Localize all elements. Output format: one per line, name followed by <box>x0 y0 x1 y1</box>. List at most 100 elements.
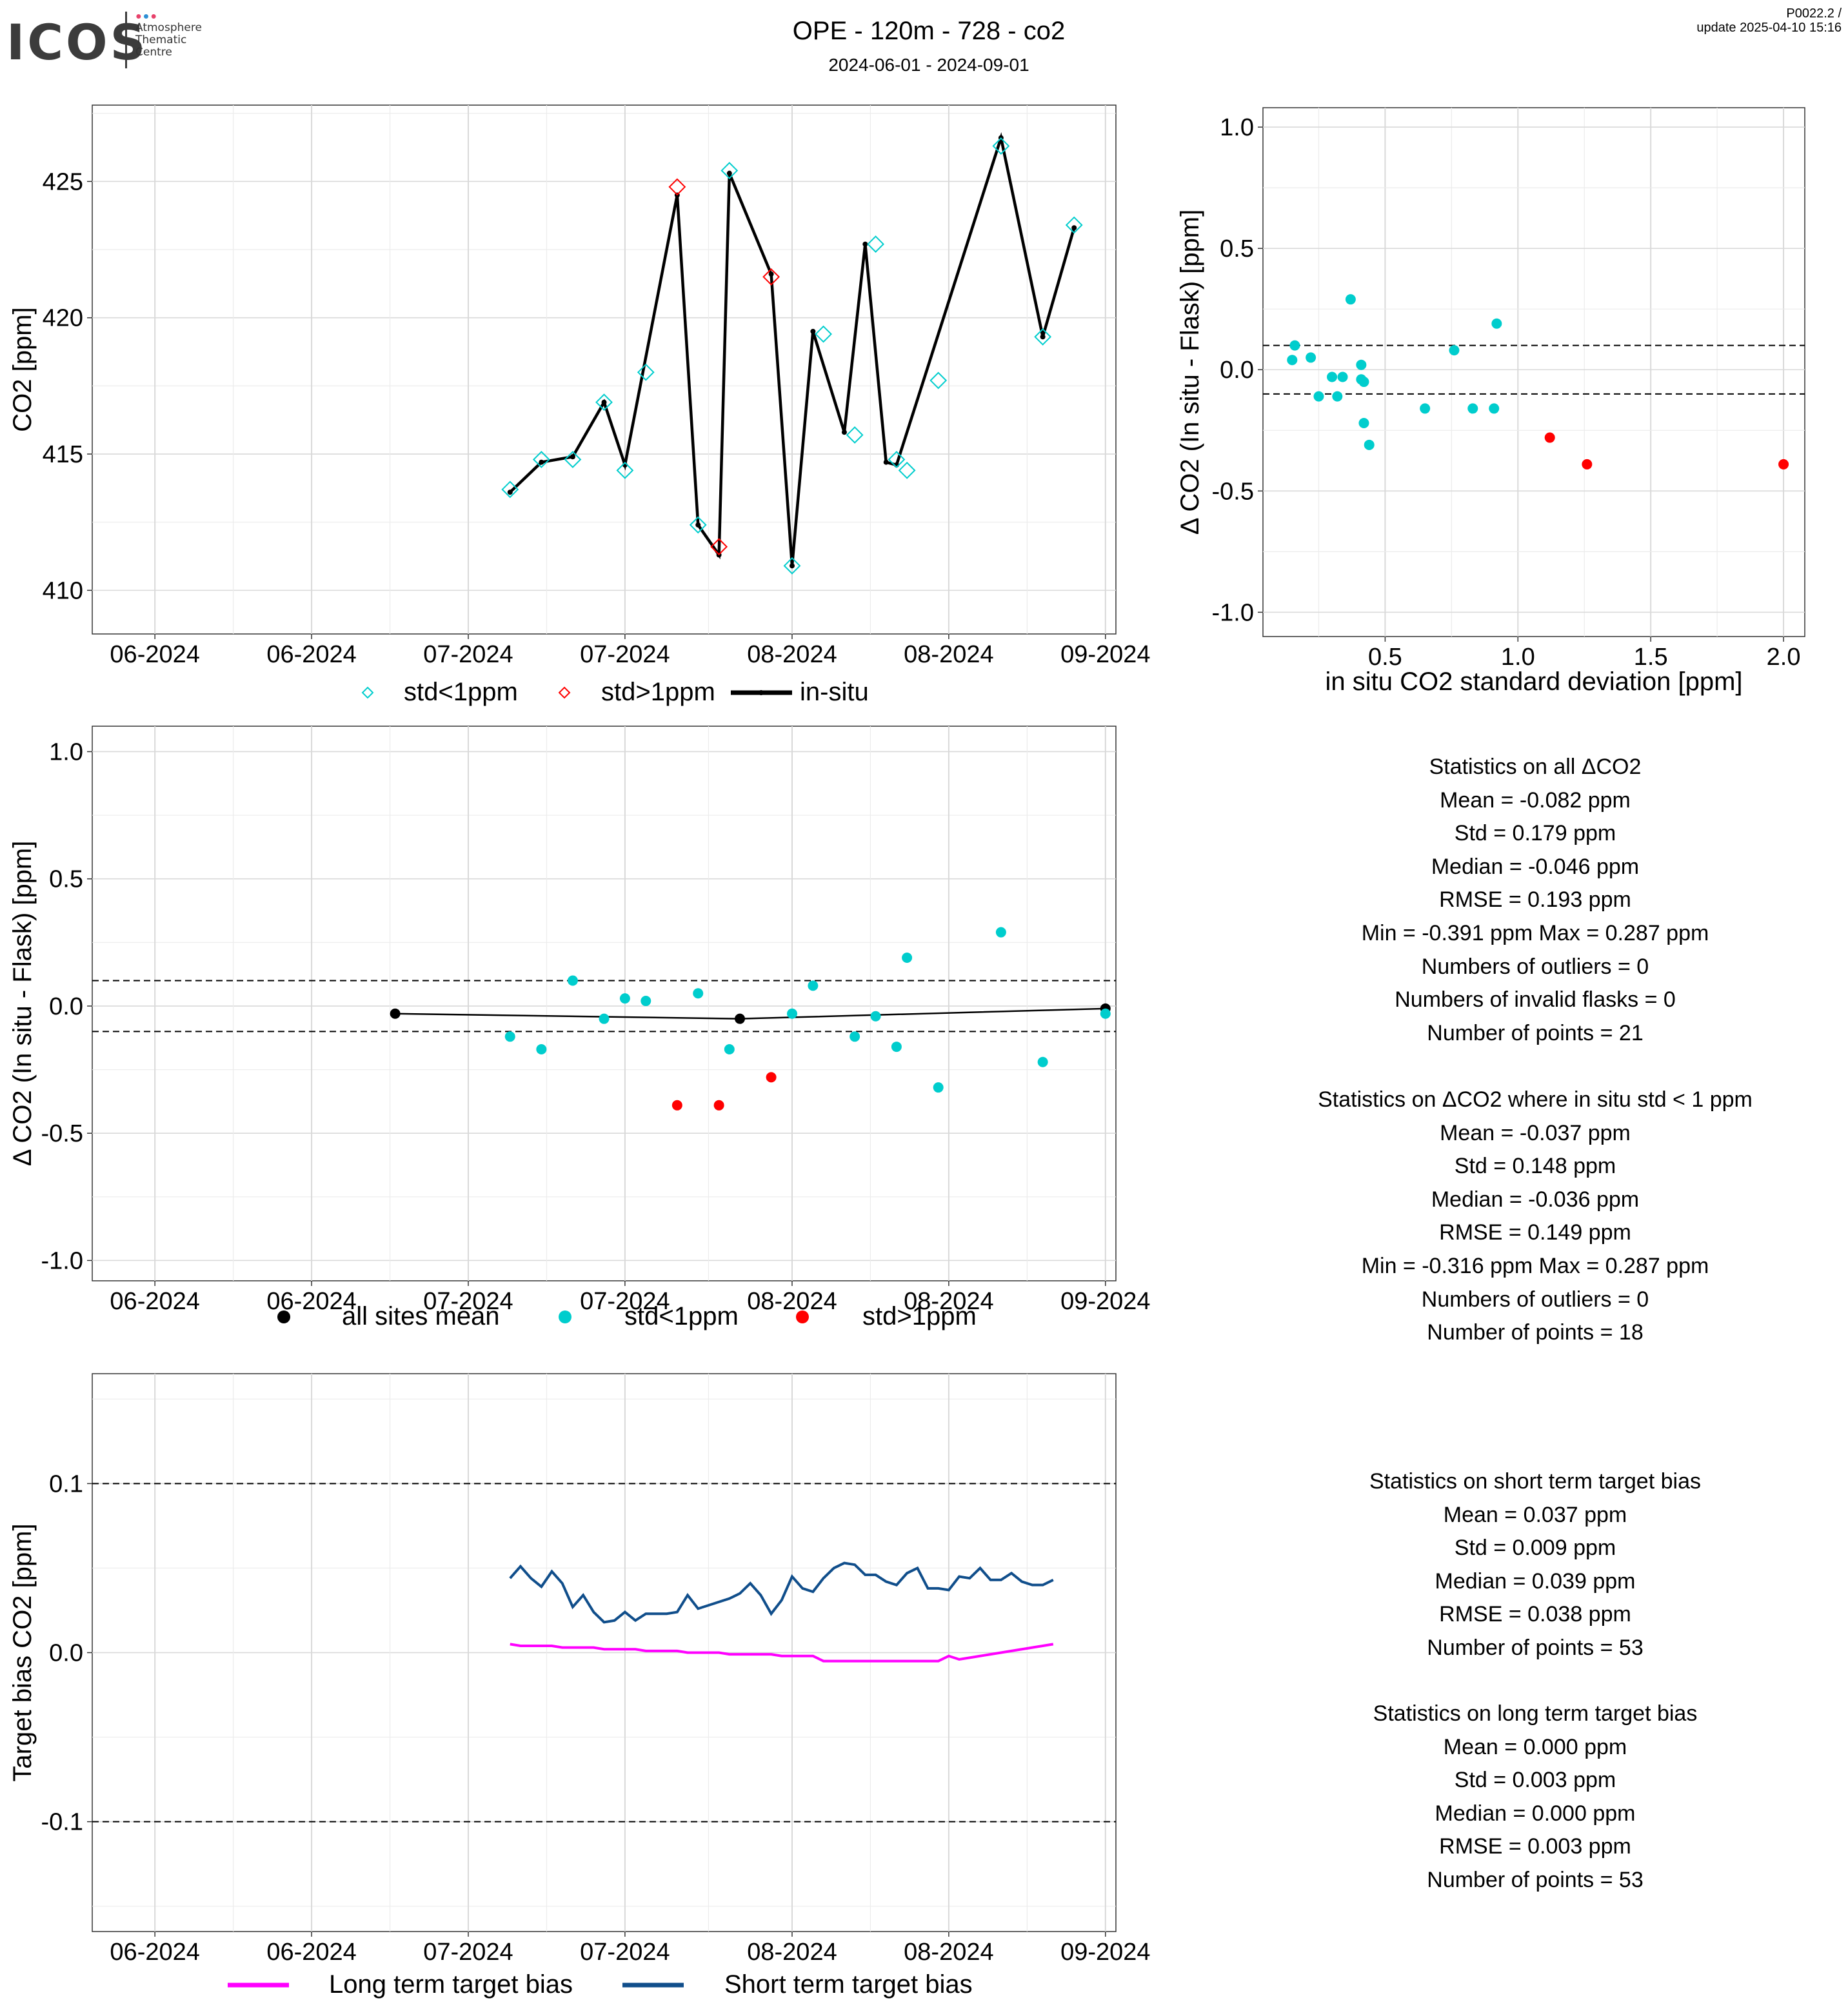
point-std-ok <box>870 1011 881 1022</box>
plot-panel <box>92 726 1117 1281</box>
y-tick-label: 1.0 <box>49 738 83 766</box>
stats-std: Std = 0.009 ppm <box>1454 1536 1616 1561</box>
point-std-ok <box>1420 403 1431 414</box>
x-tick-label: 09-2024 <box>1060 1939 1150 1966</box>
point-std-ok <box>902 952 913 963</box>
point-std-ok <box>641 996 651 1007</box>
logo-wordmark: ICOS <box>6 14 148 71</box>
legend-label: std<1ppm <box>404 678 518 706</box>
stats-median: Median = 0.039 ppm <box>1435 1568 1636 1594</box>
flask-bad-marker <box>710 538 728 556</box>
point-std-ok <box>1358 377 1369 388</box>
y-axis-label: CO2 [ppm] <box>8 307 37 431</box>
point-std-ok <box>1332 391 1343 402</box>
stats-median: Median = -0.046 ppm <box>1431 854 1640 879</box>
x-tick-label: 06-2024 <box>266 1288 356 1315</box>
insitu-point <box>810 328 816 334</box>
y-tick-label: 0.0 <box>49 993 83 1020</box>
flask-ok-marker <box>867 235 884 253</box>
point-sites-mean <box>390 1008 401 1019</box>
logo-sub-line: Thematic <box>135 34 187 46</box>
point-std-ok <box>536 1044 547 1055</box>
x-tick-label: 08-2024 <box>747 1939 837 1966</box>
stats-mean: Mean = -0.037 ppm <box>1440 1120 1631 1145</box>
x-tick-label: 0.5 <box>1368 644 1402 671</box>
point-std-ok <box>1489 403 1500 414</box>
stats-median: Median = 0.000 ppm <box>1435 1801 1636 1826</box>
stats-rmse: RMSE = 0.003 ppm <box>1439 1834 1631 1859</box>
logo-divider <box>125 12 127 68</box>
stats-points: Number of points = 53 <box>1427 1635 1644 1660</box>
y-axis-label: Δ CO2 (In situ - Flask) [ppm] <box>1176 210 1204 535</box>
point-std-bad <box>1544 432 1555 443</box>
x-tick-label: 07-2024 <box>580 641 670 668</box>
legend-key-std-bad <box>796 1310 809 1323</box>
flask-ok-marker <box>532 451 550 468</box>
flask-ok-marker <box>564 451 582 468</box>
point-std-ok <box>1491 318 1502 329</box>
stats-mean: Mean = -0.082 ppm <box>1440 787 1631 813</box>
stats-rmse: RMSE = 0.149 ppm <box>1439 1220 1631 1245</box>
stats-short-term-bias: Statistics on short term target bias Mea… <box>1213 1465 1848 1665</box>
target-bias-chart: -0.1 0.0 0.1 06-2024 06-2024 07-2024 07-2024 08… <box>8 1373 1151 1999</box>
x-tick-label: 06-2024 <box>110 641 199 668</box>
flask-ok-marker <box>929 371 948 390</box>
x-tick-label: 07-2024 <box>580 1939 670 1966</box>
point-std-ok <box>1306 352 1316 363</box>
legend-key-insitu-dot <box>759 690 764 695</box>
stats-outliers: Numbers of outliers = 0 <box>1421 1287 1649 1312</box>
stats-points: Number of points = 18 <box>1427 1320 1644 1345</box>
stats-std: Std = 0.148 ppm <box>1454 1154 1616 1179</box>
stats-title: Statistics on long term target bias <box>1373 1701 1698 1726</box>
point-std-ok <box>849 1031 860 1042</box>
legend-label: Short term target bias <box>724 1970 973 1999</box>
x-tick-label: 06-2024 <box>266 641 356 668</box>
point-std-ok <box>1345 294 1356 305</box>
point-std-ok <box>619 993 630 1004</box>
x-tick-label: 07-2024 <box>423 641 513 668</box>
x-tick-label: 07-2024 <box>423 1939 513 1966</box>
stats-points: Number of points = 53 <box>1427 1867 1644 1892</box>
logo-dots-icon: ●●● <box>135 11 159 22</box>
insitu-point <box>1071 225 1077 231</box>
report-header: ICOS ●●● Atmosphere Thematic Centre OPE … <box>0 0 1848 84</box>
stats-title: Statistics on short term target bias <box>1369 1469 1701 1494</box>
stats-title: Statistics on ΔCO2 where in situ std < 1… <box>1318 1087 1753 1112</box>
flask-ok-marker <box>637 363 655 381</box>
logo-sub-line: Atmosphere <box>135 21 202 34</box>
version-code: P0022.2 / <box>1786 6 1842 21</box>
legend-label: std>1ppm <box>601 678 715 706</box>
point-std-ok <box>504 1031 515 1042</box>
insitu-point <box>601 399 607 405</box>
point-std-bad <box>671 1100 682 1111</box>
point-std-ok <box>933 1082 944 1093</box>
date-range: 2024-06-01 - 2024-09-01 <box>828 55 1029 75</box>
legend-label: std<1ppm <box>624 1302 739 1330</box>
x-tick-label: 06-2024 <box>110 1288 199 1315</box>
flask-ok-marker <box>689 516 707 534</box>
flask-ok-marker <box>898 461 916 479</box>
y-tick-label: 420 <box>43 305 83 332</box>
stats-median: Median = -0.036 ppm <box>1431 1187 1640 1212</box>
point-std-ok <box>995 927 1006 938</box>
y-axis-label: Target bias CO2 [ppm] <box>8 1523 37 1781</box>
flask-ok-marker <box>846 426 864 444</box>
flask-ok-marker <box>815 325 832 343</box>
y-tick-label: 0.5 <box>1220 235 1254 262</box>
point-std-ok <box>1289 340 1300 351</box>
y-tick-label: 0.5 <box>49 866 83 893</box>
point-std-ok <box>693 988 704 999</box>
insitu-point <box>726 170 732 176</box>
legend-key-std-bad <box>558 686 571 699</box>
flask-ok-marker <box>616 461 634 479</box>
flask-bad-marker <box>762 268 780 286</box>
x-tick-label: 07-2024 <box>580 1288 670 1315</box>
point-std-ok <box>1364 439 1375 450</box>
legend-label: all sites mean <box>342 1302 500 1330</box>
insitu-point <box>507 489 513 495</box>
y-tick-label: -1.0 <box>1212 599 1254 626</box>
y-tick-label: -0.5 <box>41 1120 83 1147</box>
x-tick-label: 08-2024 <box>904 1939 993 1966</box>
stats-mean: Mean = 0.037 ppm <box>1443 1502 1627 1527</box>
x-tick-label: 06-2024 <box>110 1939 199 1966</box>
